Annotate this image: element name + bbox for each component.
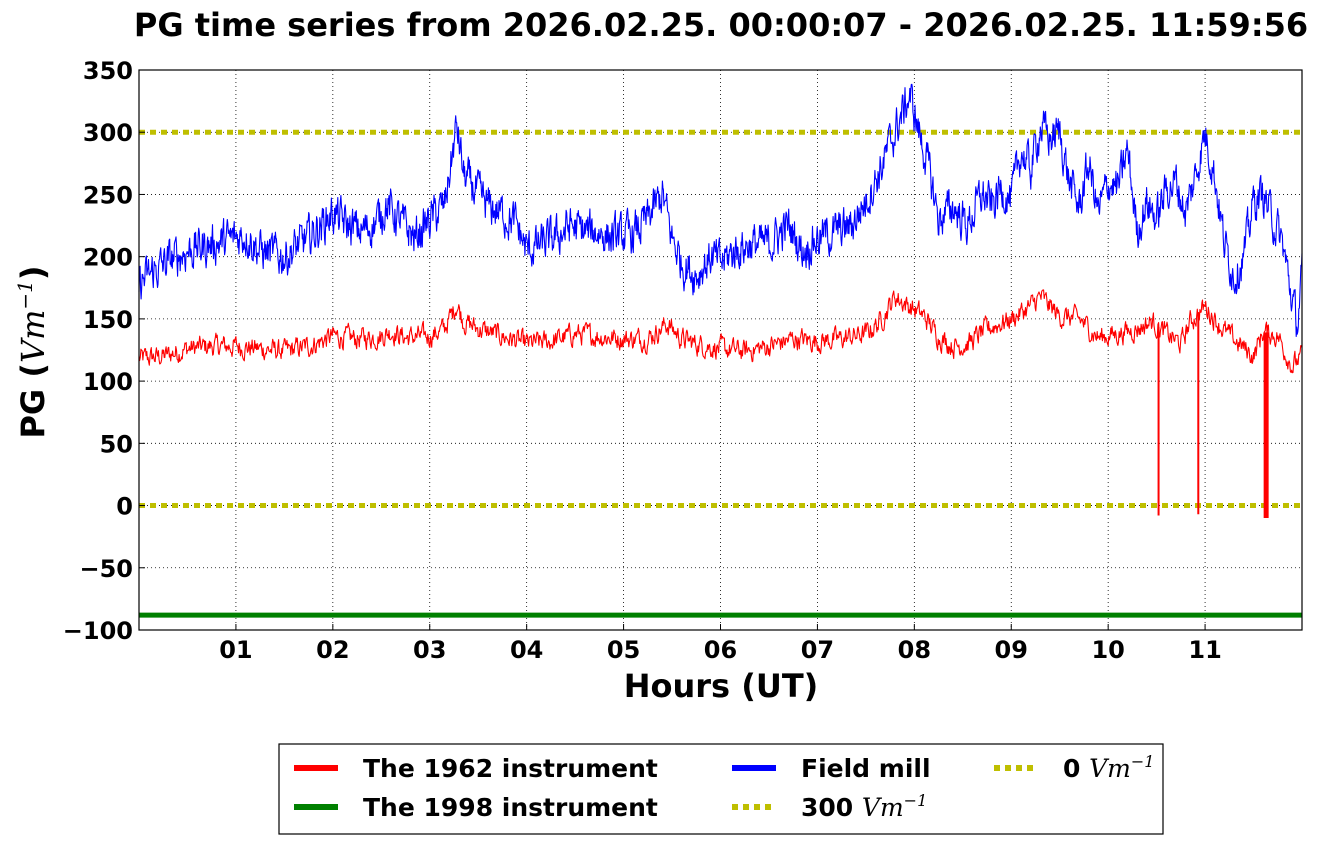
- y-tick-label: 150: [83, 306, 133, 334]
- x-axis-label: Hours (UT): [624, 667, 819, 705]
- y-axis-label-unit: Vm: [14, 310, 52, 363]
- legend-label-1962: The 1962 instrument: [363, 754, 658, 783]
- x-tick-label: 02: [316, 636, 349, 664]
- series-line-1962-instrument: [138, 289, 1303, 374]
- x-tick-label: 11: [1188, 636, 1221, 664]
- x-tick-label: 05: [607, 636, 640, 664]
- chart-title: PG time series from 2026.02.25. 00:00:07…: [134, 6, 1308, 44]
- x-tick-label: 06: [704, 636, 737, 664]
- x-tick-label: 09: [995, 636, 1028, 664]
- y-tick-label: 200: [83, 244, 133, 272]
- x-tick-label: 10: [1091, 636, 1124, 664]
- y-axis-label-main: PG (: [14, 363, 52, 438]
- series-line-field-mill: [138, 83, 1303, 338]
- x-tick-labels: 01 02 03 04 05 06 07 08 09 10 11: [219, 624, 1222, 664]
- svg-text:PG (Vm−1): PG (Vm−1): [13, 265, 52, 438]
- series-lines: [138, 83, 1303, 618]
- y-axis-label-close: ): [14, 265, 52, 280]
- legend-box: [278, 743, 1164, 835]
- reference-lines: [139, 129, 1302, 509]
- y-tick-label: 350: [83, 57, 133, 85]
- y-tick-label: 300: [83, 119, 133, 147]
- y-axis-label-exp: −1: [13, 280, 37, 309]
- x-tick-label: 08: [898, 636, 931, 664]
- x-tick-label: 03: [413, 636, 446, 664]
- x-tick-label: 04: [510, 636, 543, 664]
- legend-label-300: 300 Vm−1: [801, 791, 927, 822]
- legend-label-field-mill: Field mill: [801, 754, 931, 783]
- y-tick-label: 0: [116, 493, 133, 521]
- legend: The 1962 instrument The 1998 instrument …: [278, 743, 1164, 835]
- legend-label-1998: The 1998 instrument: [363, 793, 658, 822]
- y-tick-label: 50: [100, 430, 133, 458]
- y-tick-label: 100: [83, 368, 133, 396]
- y-tick-labels: −100 −50 0 50 100 150 200 250 300 350: [63, 57, 145, 645]
- y-tick-label: −50: [79, 555, 133, 583]
- y-tick-label: −100: [63, 617, 133, 645]
- legend-label-0: 0 Vm−1: [1063, 752, 1154, 783]
- y-axis-label: PG (Vm−1): [13, 265, 52, 438]
- x-tick-label: 01: [219, 636, 252, 664]
- y-tick-label: 250: [83, 181, 133, 209]
- x-tick-label: 07: [801, 636, 834, 664]
